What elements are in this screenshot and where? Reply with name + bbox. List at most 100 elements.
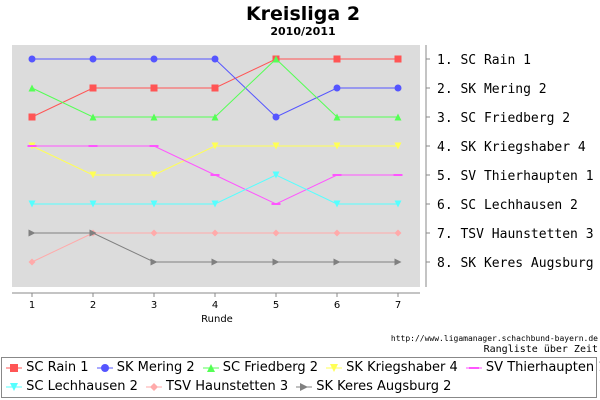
data-point xyxy=(89,229,97,237)
legend-swatch xyxy=(145,382,162,391)
series-layer xyxy=(27,55,403,266)
data-point xyxy=(393,174,403,176)
series-sc-friedberg-2 xyxy=(28,55,402,121)
footer-caption: Rangliste über Zeit xyxy=(484,344,598,355)
x-tick-label: 4 xyxy=(212,300,218,311)
data-point xyxy=(272,171,280,179)
chart-title: Kreisliga 2 xyxy=(246,3,360,25)
legend-label: SK Keres Augsburg 2 xyxy=(312,379,452,394)
data-point xyxy=(211,84,219,92)
data-point xyxy=(333,142,341,150)
series-sk-keres-augsburg-2 xyxy=(28,229,402,266)
data-point xyxy=(150,229,158,237)
legend-label: TSV Haunstetten 3 xyxy=(161,379,289,394)
legend: SC Rain 1 SK Mering 2 SC Friedberg 2 SK … xyxy=(1,357,600,398)
x-axis-label: Runde xyxy=(201,314,233,325)
x-tick-label: 2 xyxy=(90,300,96,311)
data-point xyxy=(28,55,36,63)
legend-item: TSV Haunstetten 3 xyxy=(145,379,289,394)
rank-label: 4. SK Kriegshaber 4 xyxy=(437,140,586,155)
legend-swatch xyxy=(6,382,22,391)
legend-swatch xyxy=(6,363,22,372)
legend-swatch xyxy=(465,366,482,369)
data-point xyxy=(211,142,219,150)
data-point xyxy=(394,229,402,237)
data-point xyxy=(89,113,97,121)
legend-swatch xyxy=(202,363,219,372)
legend-item: SC Rain 1 xyxy=(6,360,89,375)
legend-item: SK Keres Augsburg 2 xyxy=(296,379,451,394)
data-point xyxy=(150,113,158,121)
data-point xyxy=(88,145,98,147)
data-point xyxy=(333,229,341,237)
rank-label: 5. SV Thierhaupten 1 xyxy=(437,169,594,184)
rank-label: 6. SC Lechhausen 2 xyxy=(437,198,578,213)
series-sk-mering-2 xyxy=(28,55,402,121)
data-point xyxy=(27,145,37,147)
data-point xyxy=(149,145,159,147)
data-point xyxy=(271,203,281,205)
data-point xyxy=(28,200,36,208)
legend-item: SK Mering 2 xyxy=(96,360,195,375)
data-point xyxy=(28,84,36,92)
rank-label: 7. TSV Haunstetten 3 xyxy=(437,227,594,242)
data-point xyxy=(150,171,158,179)
data-point xyxy=(89,84,97,92)
data-point xyxy=(150,200,158,208)
series-sc-lechhausen-2 xyxy=(28,171,402,208)
legend-item: SK Kriegshaber 4 xyxy=(326,360,458,375)
rank-label: 2. SK Mering 2 xyxy=(437,82,547,97)
data-point xyxy=(272,55,280,63)
x-tick-label: 3 xyxy=(151,300,157,311)
data-point xyxy=(272,142,280,150)
series-sk-kriegshaber-4 xyxy=(28,142,402,179)
legend-label: SC Friedberg 2 xyxy=(218,360,319,375)
data-point xyxy=(28,229,36,237)
data-point xyxy=(210,174,220,176)
legend-swatch xyxy=(326,363,343,372)
data-point xyxy=(89,200,97,208)
data-point xyxy=(211,55,219,63)
data-point xyxy=(211,200,219,208)
data-point xyxy=(272,258,280,266)
legend-swatch xyxy=(96,363,113,372)
data-point xyxy=(28,258,36,266)
legend-item: SC Lechhausen 2 xyxy=(6,379,138,394)
data-point xyxy=(333,113,341,121)
source-url: http://www.ligamanager.schachbund-bayern… xyxy=(391,334,598,343)
series-sv-thierhaupten-1 xyxy=(27,145,403,205)
data-point xyxy=(394,258,402,266)
legend-label: SK Mering 2 xyxy=(112,360,195,375)
data-point xyxy=(211,229,219,237)
legend-label: SK Kriegshaber 4 xyxy=(342,360,458,375)
data-point xyxy=(211,258,219,266)
data-point xyxy=(332,174,342,176)
x-tick-label: 7 xyxy=(395,300,401,311)
legend-label: SC Rain 1 xyxy=(22,360,89,375)
rank-label: 3. SC Friedberg 2 xyxy=(437,111,570,126)
data-point xyxy=(89,55,97,63)
legend-item: SC Friedberg 2 xyxy=(202,360,319,375)
data-point xyxy=(394,113,402,121)
data-point xyxy=(394,84,402,92)
legend-swatch xyxy=(296,382,313,391)
data-point xyxy=(333,258,341,266)
rank-axis: 1. SC Rain 1 2. SK Mering 2 3. SC Friedber… xyxy=(425,45,600,287)
data-point xyxy=(394,142,402,150)
data-point xyxy=(333,55,341,63)
legend-label: SV Thierhaupten 1 xyxy=(481,360,600,375)
x-axis: 1 2 3 4 5 6 7 xyxy=(12,292,420,311)
legend-item: SV Thierhaupten 1 xyxy=(465,360,600,375)
legend-row: SC Lechhausen 2 TSV Haunstetten 3 SK Ker… xyxy=(6,379,459,397)
x-tick-label: 5 xyxy=(273,300,279,311)
data-point xyxy=(150,84,158,92)
rank-label: 8. SK Keres Augsburg 2 xyxy=(437,256,600,271)
legend-row: SC Rain 1 SK Mering 2 SC Friedberg 2 SK … xyxy=(6,360,600,378)
data-point xyxy=(272,229,280,237)
data-point xyxy=(394,200,402,208)
x-tick-label: 1 xyxy=(29,300,35,311)
rank-label: 1. SC Rain 1 xyxy=(437,53,531,68)
chart-subtitle: 2010/2011 xyxy=(270,25,335,38)
x-tick-label: 6 xyxy=(334,300,340,311)
